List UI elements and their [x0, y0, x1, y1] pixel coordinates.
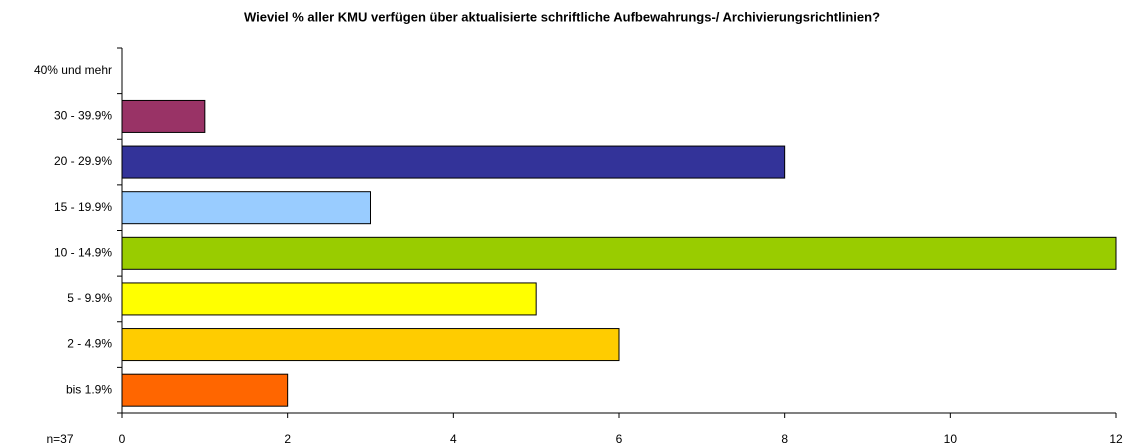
bar	[121, 236, 1117, 270]
x-tick-label: 2	[284, 432, 291, 446]
chart-title: Wieviel % aller KMU verfügen über aktual…	[244, 9, 880, 24]
bar	[121, 191, 371, 225]
y-tick-label: 2 - 4.9%	[67, 337, 112, 351]
x-tick-label: 8	[781, 432, 788, 446]
x-tick-label: 12	[1109, 432, 1123, 446]
bar	[121, 145, 786, 179]
y-tick-label: 40% und mehr	[34, 63, 112, 77]
y-tick-label: 20 - 29.9%	[54, 154, 112, 168]
y-tick-label: 30 - 39.9%	[54, 109, 112, 123]
x-tick-label: 6	[616, 432, 623, 446]
bar	[121, 373, 289, 407]
y-tick-label: bis 1.9%	[66, 382, 112, 396]
bar	[121, 282, 537, 316]
y-tick-label: 15 - 19.9%	[54, 200, 112, 214]
bar	[121, 328, 620, 362]
annotation: n=37	[46, 432, 73, 446]
x-tick-label: 4	[450, 432, 457, 446]
bar	[121, 99, 206, 133]
y-tick-label: 5 - 9.9%	[67, 291, 112, 305]
x-tick-label: 0	[119, 432, 126, 446]
x-tick-label: 10	[944, 432, 958, 446]
y-tick-label: 10 - 14.9%	[54, 245, 112, 259]
